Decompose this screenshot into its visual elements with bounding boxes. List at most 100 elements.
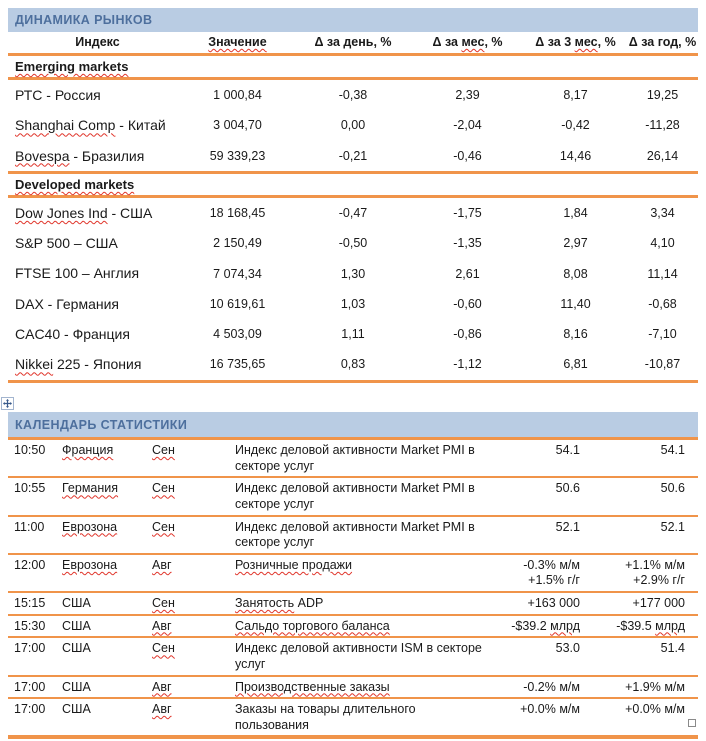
delta-year-cell: 19,25 <box>646 88 679 103</box>
value-cell: 59 339,23 <box>209 148 266 163</box>
delta-month-cell: -1,12 <box>453 357 482 372</box>
delta-day-cell: 1,03 <box>340 296 366 311</box>
delta-month-cell: 2,61 <box>455 266 480 281</box>
table-resize-handle[interactable] <box>688 719 696 727</box>
event-cell: Розничные продажи <box>235 557 353 572</box>
delta-year-cell: -7,10 <box>648 327 677 342</box>
market-row: Bovespa - Бразилия 59 339,23 -0,21 -0,46 14,… <box>8 141 698 171</box>
forecast-cell: -0.2% м/м <box>523 679 580 694</box>
calendar-row: 15:15 США Сен Занятость ADP +163 000 +177 000 <box>8 593 698 616</box>
value-cell: 1 000,84 <box>213 88 262 103</box>
forecast-cell: +163 000 <box>527 596 580 610</box>
delta-year-cell: 3,34 <box>650 205 675 220</box>
market-row: РТС - Россия 1 000,84 -0,38 2,39 8,17 19,25 <box>8 80 698 110</box>
event-cell: Индекс деловой активности Market PMI в с… <box>235 481 475 511</box>
event-cell: Заказы на товары длительного пользования <box>235 702 416 732</box>
delta-day-cell: 1,30 <box>340 266 366 281</box>
calendar-table-body: 10:50 Франция Сен Индекс деловой активности… <box>8 437 698 740</box>
event-cell: Сальдо торгового баланса <box>235 618 390 633</box>
delta-3m-cell: 8,08 <box>563 266 588 281</box>
country-cell: США <box>62 641 91 656</box>
delta-day-cell: -0,21 <box>338 148 368 163</box>
forecast-cell: 52.1 <box>555 519 580 534</box>
delta-3m-cell: 8,17 <box>563 88 588 103</box>
month-cell: Сен <box>152 481 175 496</box>
delta-day-header: Δ за день, % <box>314 35 392 49</box>
month-cell: Сен <box>152 519 175 534</box>
event-cell: Индекс деловой активности ISM в секторе … <box>235 641 482 671</box>
market-row: S&P 500 – США 2 150,49 -0,50 -1,35 2,97 4,10 <box>8 228 698 258</box>
country-cell: Франция <box>62 443 114 457</box>
index-cell: Bovespa - Бразилия <box>15 147 145 164</box>
country-cell: США <box>62 618 91 633</box>
index-cell: DAX - Германия <box>15 295 119 312</box>
market-table-body: Emerging markets РТС - Россия 1 000,84 -0,3… <box>8 56 698 383</box>
delta-month-cell: -1,35 <box>453 236 482 251</box>
market-row: DAX - Германия 10 619,61 1,03 -0,60 11,40 -0,… <box>8 289 698 319</box>
previous-cell: +177 000 <box>632 596 685 610</box>
calendar-row: 12:00 Еврозона Авг Розничные продажи -0.3% м… <box>8 555 698 593</box>
country-cell: Еврозона <box>62 557 118 572</box>
event-cell: Производственные заказы <box>235 679 390 694</box>
market-column-headers: Индекс Значение Δ за день, % Δ за мес, % Δ з… <box>8 32 698 56</box>
previous-cell: +1.1% м/м +2.9% г/г <box>625 557 685 588</box>
value-cell: 10 619,61 <box>209 296 266 311</box>
value-cell: 3 004,70 <box>213 118 262 133</box>
delta-month-cell: -2,04 <box>453 118 482 133</box>
market-row: Nikkei 225 - Япония 16 735,65 0,83 -1,12 6,8… <box>8 349 698 379</box>
forecast-cell: -$39.2 млрд <box>511 618 580 633</box>
forecast-cell: 54.1 <box>555 443 580 457</box>
delta-3m-cell: -0,42 <box>561 118 590 133</box>
previous-cell: 50.6 <box>660 481 685 496</box>
delta-month-cell: -0,60 <box>453 296 482 311</box>
month-cell: Сен <box>152 641 175 656</box>
event-cell: Индекс деловой активности Market PMI в с… <box>235 519 475 550</box>
country-cell: Еврозона <box>62 519 118 534</box>
time-cell: 15:15 <box>14 596 46 610</box>
delta-year-cell: 11,14 <box>647 266 678 281</box>
table-move-handle[interactable] <box>1 397 14 410</box>
previous-cell: +0.0% м/м <box>625 702 685 717</box>
market-section-heading: Emerging markets <box>8 56 698 80</box>
delta-year-header: Δ за год, % <box>628 35 697 49</box>
country-cell: США <box>62 702 91 717</box>
time-cell: 10:55 <box>14 481 46 496</box>
value-header: Значение <box>208 35 267 49</box>
value-cell: 18 168,45 <box>209 205 266 220</box>
delta-day-cell: 1,11 <box>341 327 365 342</box>
value-cell: 4 503,09 <box>213 327 262 342</box>
market-row: Shanghai Comp - Китай 3 004,70 0,00 -2,04 -0… <box>8 110 698 140</box>
time-cell: 11:00 <box>14 519 45 534</box>
delta-day-cell: -0,47 <box>338 205 368 220</box>
calendar-row: 15:30 США Авг Сальдо торгового баланса -$39.… <box>8 616 698 639</box>
calendar-row: 11:00 Еврозона Сен Индекс деловой активност… <box>8 517 698 555</box>
delta-3m-cell: 8,16 <box>563 327 588 342</box>
delta-year-cell: -0,68 <box>648 296 677 311</box>
move-arrows-icon <box>3 399 12 408</box>
delta-year-cell: 4,10 <box>650 236 675 251</box>
delta-3m-cell: 6,81 <box>563 357 588 372</box>
statistics-calendar-table: КАЛЕНДАРЬ СТАТИСТИКИ 10:50 Франция Сен Инде… <box>8 412 698 740</box>
delta-month-cell: -1,75 <box>453 205 482 220</box>
time-cell: 15:30 <box>14 618 46 633</box>
index-cell: S&P 500 – США <box>15 235 118 252</box>
delta-day-cell: 0,00 <box>340 118 366 133</box>
forecast-cell: 50.6 <box>555 481 580 496</box>
market-section-rows: РТС - Россия 1 000,84 -0,38 2,39 8,17 19,25 Sh… <box>8 80 698 174</box>
time-cell: 17:00 <box>14 702 46 717</box>
market-row: Dow Jones Ind - США 18 168,45 -0,47 -1,75 1,… <box>8 198 698 228</box>
delta-month-cell: -0,86 <box>453 327 482 342</box>
market-section-rows: Dow Jones Ind - США 18 168,45 -0,47 -1,75 1,… <box>8 198 698 383</box>
previous-cell: -$39.5 млрд <box>616 618 685 633</box>
delta-year-cell: -11,28 <box>645 118 680 133</box>
value-cell: 16 735,65 <box>209 357 266 372</box>
time-cell: 12:00 <box>14 557 46 572</box>
month-cell: Авг <box>152 557 172 572</box>
delta-3m-cell: 2,97 <box>563 236 588 251</box>
month-cell: Авг <box>152 618 172 633</box>
previous-cell: +1.9% м/м <box>625 679 685 694</box>
index-header: Индекс <box>75 35 120 49</box>
index-cell: FTSE 100 – Англия <box>15 265 140 282</box>
market-dynamics-title: ДИНАМИКА РЫНКОВ <box>8 8 698 32</box>
